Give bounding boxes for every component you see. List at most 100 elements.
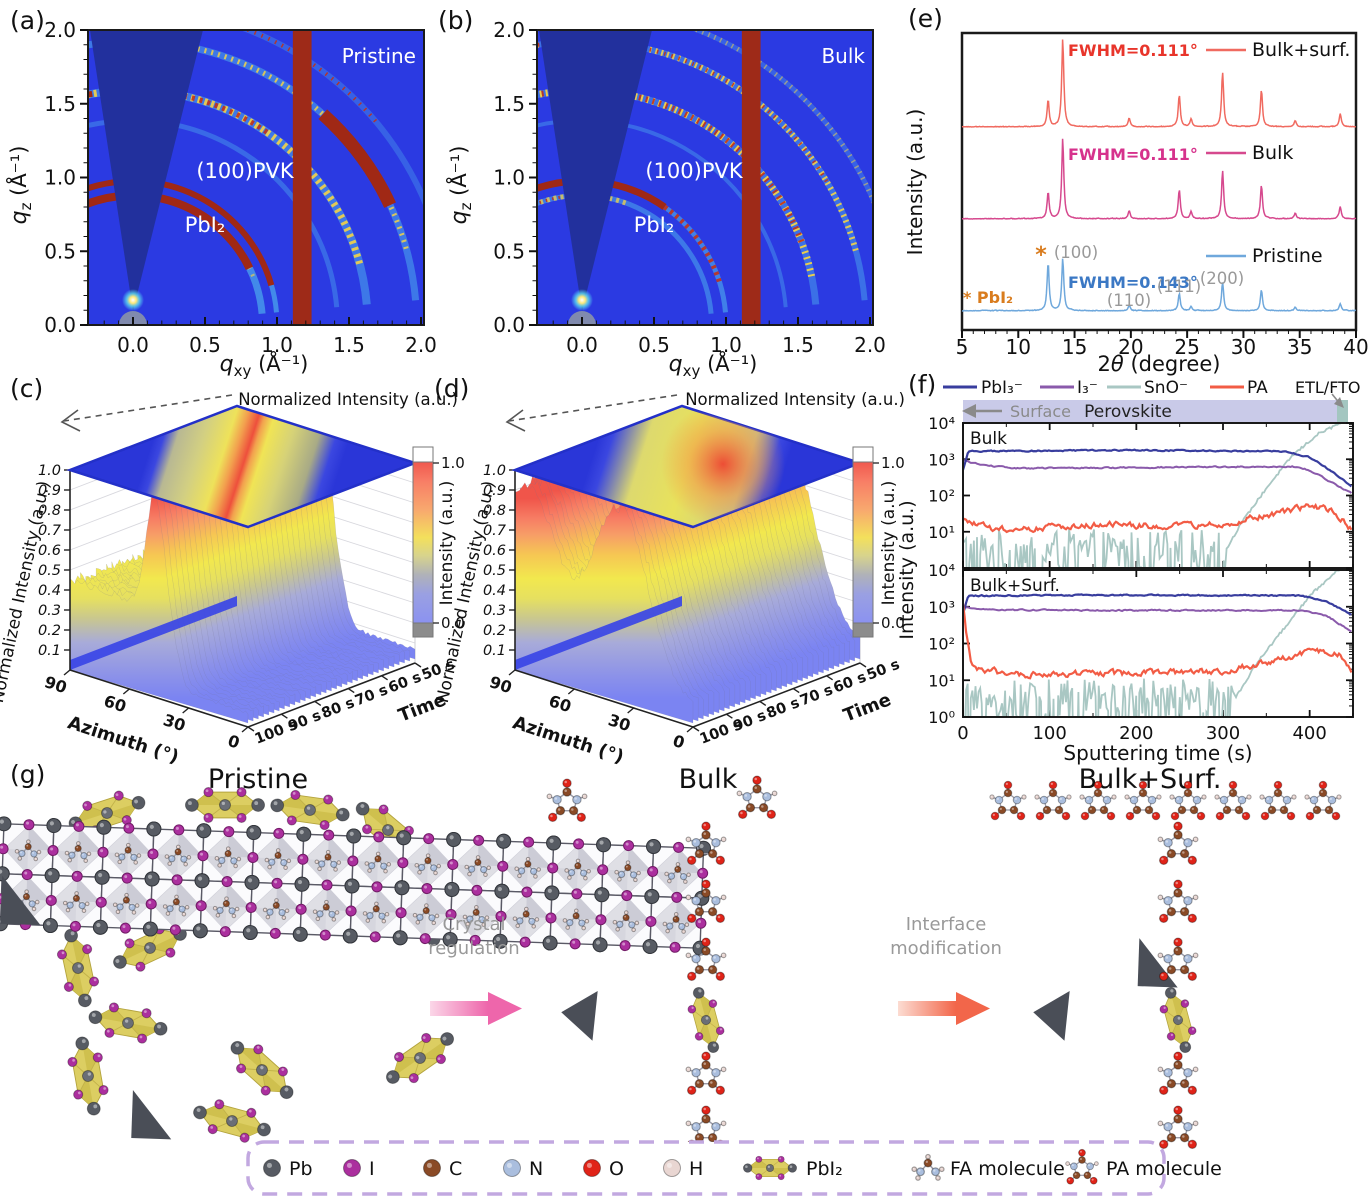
colorbar-min: 0.0: [881, 614, 905, 632]
time-tick-label: 80 s: [764, 695, 801, 722]
pa-molecule: [1157, 937, 1199, 982]
y-tick-label: 10²: [928, 635, 955, 654]
perovskite-grain: [561, 990, 598, 1041]
pvk-100-annotation: (100)PVK: [645, 159, 743, 183]
pbi2-star-marker: *: [1035, 243, 1047, 268]
panel-label-f: (f): [908, 370, 937, 399]
sims-legend-label: PA: [1247, 378, 1268, 398]
time-tick-label: 50 s: [865, 657, 902, 684]
sims-legend-label: SnO⁻: [1144, 378, 1188, 398]
etl-arrow-icon: [1334, 397, 1344, 408]
schematic-title-pristine: Pristine: [208, 764, 308, 795]
time-tick-label: 60 s: [386, 669, 423, 696]
z-tick-label: 0.7: [483, 523, 507, 539]
x-tick-label: 0: [957, 723, 968, 744]
subplot-label: Bulk: [970, 429, 1007, 449]
z-tick-label: 1.0: [483, 463, 506, 479]
sims-depth-profiles: PbI₃⁻ I₃⁻ SnO⁻ PA ETL/FTO Surface Perovskite Bu…: [896, 378, 1360, 765]
panel-label-c: (c): [10, 374, 44, 403]
legend-label: PA molecule: [1106, 1158, 1222, 1180]
etl-fto-label: ETL/FTO: [1295, 378, 1360, 397]
z-tick-label: 0.2: [38, 623, 61, 639]
sims-curve-pbi3: [964, 448, 1352, 488]
azimuth-tick-label: 60: [547, 691, 574, 716]
pa-molecule: [1157, 1105, 1199, 1150]
z-tick-label: 0.1: [38, 643, 61, 659]
pa-molecule: [736, 775, 778, 820]
peak-index-label: (110): [1107, 291, 1151, 310]
panel-label-d: (d): [434, 374, 470, 403]
y-tick-label: 10⁰: [928, 708, 955, 727]
perovskite-label: Perovskite: [1084, 402, 1172, 422]
colorbar: [852, 461, 874, 624]
missing-wedge: [539, 30, 652, 311]
y-tick-label: 2.0: [44, 18, 76, 42]
x-tick-label: 0.5: [638, 333, 670, 357]
time-tick-label: 60 s: [831, 669, 868, 696]
xrd-trace-Pristine: [961, 258, 1356, 312]
subplot-label: Bulk+Surf.: [970, 576, 1060, 596]
x-tick-label: 1.0: [710, 333, 742, 357]
pa-molecule: [1157, 821, 1199, 866]
x-tick-label: 20: [1118, 335, 1143, 359]
interface-modification-arrow: [898, 1001, 956, 1016]
pa-molecule: [1034, 780, 1072, 821]
colorbar-max: 1.0: [881, 454, 905, 472]
panel-label-e: (e): [908, 4, 943, 33]
x-tick-label: 1.5: [333, 333, 365, 357]
intensity-surface: [514, 412, 861, 724]
x-tick-label: 5: [956, 335, 969, 359]
projected-heatmap-plane: [66, 404, 419, 529]
sims-curve-i3: [964, 605, 1352, 633]
azimuth-tick-label: 30: [606, 710, 633, 735]
sims-curve-pbi3: [964, 593, 1352, 616]
direction-arrow-icon: [60, 409, 81, 432]
x-tick-label: 2.0: [405, 333, 437, 357]
pa-molecule: [1304, 780, 1342, 821]
heatmap-title: Normalized Intensity (a.u.): [238, 390, 458, 409]
heatmap-title: Normalized Intensity (a.u.): [685, 390, 905, 409]
perovskite-band: [963, 400, 1337, 422]
legend-label: N: [529, 1158, 543, 1180]
sims-legend-label: PbI₃⁻: [981, 378, 1023, 398]
legend-label: FA molecule: [950, 1158, 1065, 1180]
y-tick-label: 0.5: [44, 239, 76, 263]
diffraction-rings: [537, 30, 873, 325]
pbi2-platelet: [682, 983, 730, 1057]
direction-arrow-icon: [505, 409, 526, 432]
x-tick-label: 35: [1287, 335, 1312, 359]
sims-curve-pa: [964, 502, 1352, 534]
crystal-regulation-arrow: [430, 1001, 488, 1016]
surface-label: Surface: [1010, 402, 1071, 421]
diffraction-rings: [88, 30, 424, 325]
x-tick-label: 1.5: [782, 333, 814, 357]
azimuth-tick-label: 60: [102, 691, 129, 716]
pa-molecule: [1157, 879, 1199, 924]
time-tick-label: 70 s: [798, 682, 835, 709]
peak-index-label: (100): [1054, 243, 1098, 262]
azimuth-tick-label: 0: [670, 731, 686, 753]
time-tick-label: 100 s: [253, 717, 300, 748]
pbi2-annotation: PbI₂: [634, 213, 675, 237]
colorbar-label: Intensity (a.u.): [437, 481, 457, 606]
x-tick-label: 100: [1032, 723, 1066, 744]
y-axis-label: qz (Å⁻¹): [5, 146, 35, 225]
azimuth-tick-label: 30: [161, 710, 188, 735]
legend-label: PbI₂: [806, 1158, 843, 1180]
xrd-trace-Bulk: [962, 138, 1357, 220]
intensity-surface: [69, 431, 416, 724]
z-tick-label: 0.5: [483, 563, 506, 579]
xrd-trace-Bulk+surf.: [961, 39, 1356, 128]
y-tick-label: 10⁴: [928, 561, 955, 580]
x-axis-label: qxy (Å⁻¹): [220, 350, 309, 380]
y-tick-label: 10¹: [928, 671, 955, 690]
azimuth-tick-label: 90: [487, 672, 514, 697]
fwhm-annotation: FWHM=0.111°: [1068, 41, 1198, 60]
pbi2-platelet: [377, 1020, 463, 1096]
y-tick-label: 10⁴: [928, 414, 955, 433]
pa-molecule: [685, 1051, 727, 1096]
giwaxs-map-pristine: 0.0 0.5 1.0 1.5 2.0 0.0 0.5 1.0 1.5 2.0 qxy (Å⁻¹) q…: [5, 18, 437, 380]
xrd-legend-label: Pristine: [1252, 245, 1323, 267]
z-tick-label: 0.4: [38, 583, 61, 599]
surface-3d-pristine: 0.1 0.2 0.3 0.4 0.5 0.6 0.7 0.8 0.9 1.0 Normalized…: [0, 390, 465, 768]
